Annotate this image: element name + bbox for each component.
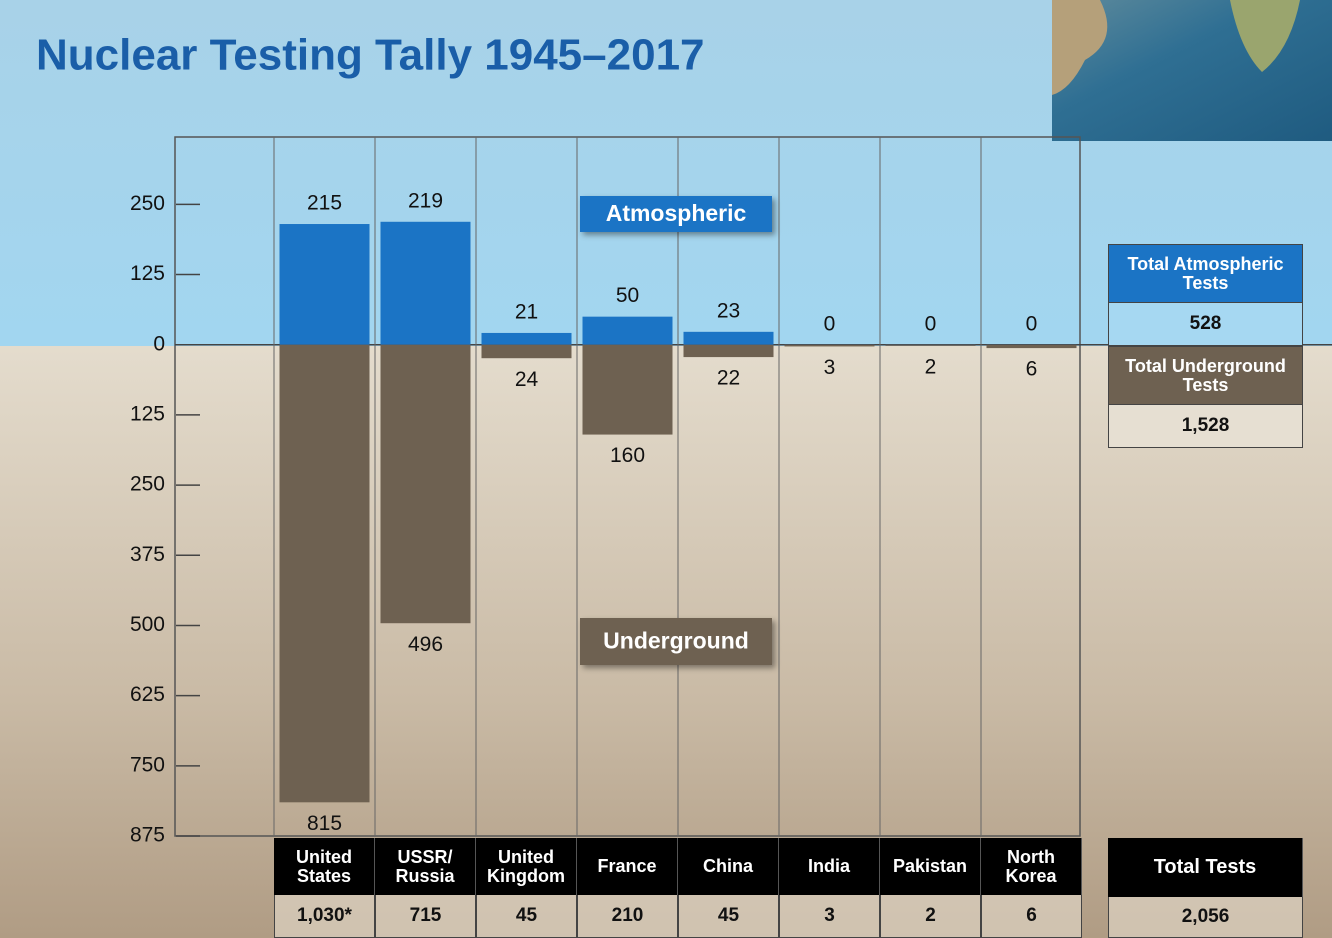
total-grand: 2,056 — [1108, 897, 1303, 938]
bar — [381, 345, 471, 623]
bar — [785, 345, 875, 347]
total-title: Total Tests — [1108, 838, 1303, 897]
chart-title: Nuclear Testing Tally 1945–2017 — [36, 31, 705, 80]
y-tick-label: 875 — [130, 824, 165, 847]
y-tick-label: 500 — [130, 613, 165, 636]
category-label: Pakistan — [880, 838, 981, 895]
bar — [482, 345, 572, 358]
y-tick-label: 625 — [130, 683, 165, 706]
bar — [684, 332, 774, 345]
total-value: 715 — [375, 895, 476, 938]
bar — [381, 222, 471, 345]
bar — [280, 224, 370, 345]
value-label: 160 — [610, 444, 645, 467]
y-tick-label: 125 — [130, 402, 165, 425]
value-label: 496 — [408, 633, 443, 656]
total-value: 45 — [678, 895, 779, 938]
y-tick-label: 250 — [130, 473, 165, 496]
value-label: 50 — [616, 284, 639, 307]
value-label: 219 — [408, 189, 443, 212]
value-label: 21 — [515, 300, 538, 323]
total-value: 6 — [981, 895, 1082, 938]
category-label: India — [779, 838, 880, 895]
value-label: 6 — [1026, 358, 1038, 381]
legend-label: Atmospheric — [606, 200, 747, 226]
value-label: 0 — [824, 312, 836, 335]
summary-title: Total Underground Tests — [1108, 346, 1303, 405]
summary-value: 1,528 — [1108, 405, 1303, 448]
value-label: 2 — [925, 355, 937, 378]
value-label: 0 — [1026, 312, 1038, 335]
summary-value: 528 — [1108, 303, 1303, 346]
bar — [482, 333, 572, 345]
category-label: United States — [274, 838, 375, 895]
bar — [583, 345, 673, 435]
category-label: France — [577, 838, 678, 895]
category-label: United Kingdom — [476, 838, 577, 895]
value-label: 215 — [307, 192, 342, 215]
bar — [684, 345, 774, 357]
category-label: USSR/ Russia — [375, 838, 476, 895]
total-value: 45 — [476, 895, 577, 938]
value-label: 3 — [824, 356, 836, 379]
bar — [987, 345, 1077, 348]
legend-label: Underground — [603, 628, 749, 654]
total-value: 2 — [880, 895, 981, 938]
bar — [280, 345, 370, 803]
total-value: 3 — [779, 895, 880, 938]
category-label: North Korea — [981, 838, 1082, 895]
y-tick-label: 250 — [130, 192, 165, 215]
y-tick-label: 0 — [153, 332, 165, 355]
value-label: 22 — [717, 367, 740, 390]
summary-title: Total Atmospheric Tests — [1108, 244, 1303, 303]
value-label: 23 — [717, 299, 740, 322]
total-value: 210 — [577, 895, 678, 938]
bar — [583, 317, 673, 345]
value-label: 24 — [515, 368, 539, 391]
page: Nuclear Testing Tally 1945–2017 25012501… — [0, 0, 1332, 938]
bar — [886, 345, 976, 346]
chart: Nuclear Testing Tally 1945–2017 25012501… — [0, 0, 1332, 938]
total-value: 1,030* — [274, 895, 375, 938]
y-tick-label: 750 — [130, 753, 165, 776]
category-label: China — [678, 838, 779, 895]
value-label: 0 — [925, 312, 937, 335]
y-tick-label: 125 — [130, 262, 165, 285]
y-tick-label: 375 — [130, 543, 165, 566]
value-label: 815 — [307, 812, 342, 835]
